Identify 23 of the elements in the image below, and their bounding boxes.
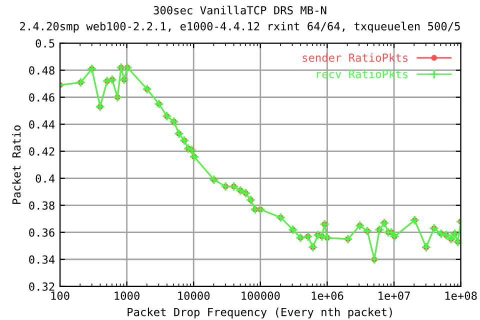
y-tick-label: 0.42 bbox=[29, 147, 54, 156]
chart-title: 300sec VanillaTCP DRS MB-N bbox=[154, 6, 326, 14]
x-tick-label: 1e+08 bbox=[445, 292, 477, 300]
chart-subtitle: 2.4.20smp web100-2.2.1, e1000-4.4.12 rxint 64/64, txqueuelen 500/5 bbox=[20, 22, 460, 33]
x-tick-label: 10000 bbox=[178, 292, 210, 300]
x-tick-label: 100 bbox=[51, 292, 70, 300]
x-axis-title: Packet Drop Frequency (Every nth packet) bbox=[128, 308, 392, 318]
y-axis-title: Packet Ratio bbox=[12, 125, 21, 204]
y-tick-label: 0.44 bbox=[29, 120, 55, 129]
legend-label: recv RatioPkts bbox=[316, 70, 408, 78]
y-tick-label: 0.5 bbox=[36, 39, 54, 48]
y-tick-label: 0.46 bbox=[29, 93, 54, 102]
y-tick-label: 0.32 bbox=[29, 282, 54, 291]
y-tick-label: 0.38 bbox=[29, 201, 54, 210]
y-tick-label: 0.48 bbox=[29, 66, 54, 75]
y-tick-label: 0.36 bbox=[29, 228, 54, 237]
x-tick-label: 1000 bbox=[114, 292, 140, 300]
y-tick-label: 0.4 bbox=[36, 174, 55, 183]
x-tick-label: 100000 bbox=[242, 292, 280, 300]
y-tick-label: 0.34 bbox=[29, 255, 55, 264]
legend-label: sender RatioPkts bbox=[302, 53, 408, 62]
x-tick-label: 1e+06 bbox=[312, 292, 344, 300]
x-tick-label: 1e+07 bbox=[378, 292, 410, 300]
